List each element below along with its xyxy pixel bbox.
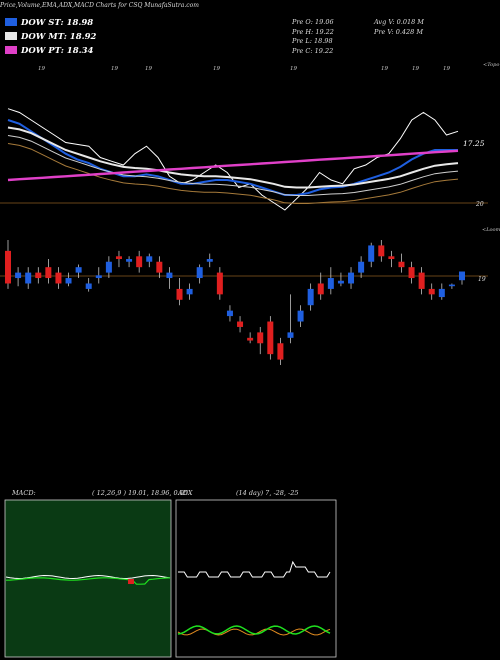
candle-body	[368, 245, 375, 262]
legend-dow-mt: DOW MT: 18.92	[5, 32, 96, 42]
candle-body	[398, 261, 405, 268]
candle-body	[65, 278, 72, 284]
candle-body	[95, 275, 102, 279]
candle-body	[226, 310, 233, 317]
top-tick-label: 19	[38, 66, 45, 72]
candle-body	[257, 332, 264, 344]
adx-panel	[175, 499, 337, 658]
adx-label: ADX	[178, 489, 193, 497]
candle-body	[186, 288, 193, 295]
top-tick-label: 19	[443, 66, 450, 72]
band-line-2	[7, 143, 459, 204]
legend-swatch-pt	[5, 46, 17, 54]
candle-body	[327, 278, 334, 289]
candle-body	[348, 272, 355, 284]
macd-params: ( 12,26,9 ) 19.01, 18.96, 0.05	[92, 489, 189, 497]
top-tick-label: 19	[145, 66, 152, 72]
series-line-ema-long	[7, 149, 459, 182]
stat-pre-open: Pre O: 19.06	[292, 18, 334, 26]
candle-body	[115, 256, 122, 260]
candle-body	[267, 321, 274, 355]
stat-avg-volume: Avg V: 0.018 M	[374, 18, 424, 26]
band-line-1	[7, 135, 459, 196]
candle-body	[438, 288, 445, 298]
top-tick-label: 19	[290, 66, 297, 72]
candle-body	[45, 267, 52, 279]
candle-body	[237, 321, 244, 327]
candle-body	[75, 267, 82, 273]
top-tick-label: 19	[381, 66, 388, 72]
series-line-ema-short	[7, 119, 458, 196]
candle-body	[216, 272, 223, 295]
chart-title: Price,Volume,EMA,ADX,MACD Charts for CSQ…	[0, 2, 199, 9]
legend-dow-pt: DOW PT: 18.34	[5, 46, 93, 56]
candle-body	[388, 256, 395, 260]
candle-body	[166, 272, 173, 279]
top-tick-label: 19	[213, 66, 220, 72]
candle-body	[428, 288, 435, 295]
macd-signal-line	[5, 577, 171, 585]
candle-body	[156, 261, 163, 273]
candle-body	[105, 261, 112, 273]
adx-line	[178, 560, 331, 578]
candle-body	[206, 259, 213, 262]
candle-body	[35, 272, 42, 279]
candle-body	[459, 271, 465, 281]
legend-swatch-mt	[5, 32, 17, 40]
candle-body	[15, 272, 22, 279]
stats-prev: Pre O: 19.06 Pre H: 19.22 Pre L: 18.98 P…	[292, 18, 334, 56]
candle-body	[85, 283, 92, 289]
legend-dow-st: DOW ST: 18.98	[5, 18, 93, 28]
top-tick-label: 19	[111, 66, 118, 72]
macd-hist-bar	[128, 579, 134, 584]
macd-line	[5, 574, 171, 580]
candle-body	[25, 272, 32, 284]
stat-pre-low: Pre L: 18.98	[292, 37, 333, 45]
candle-body	[408, 267, 415, 279]
axis-label-19: 19	[478, 276, 486, 283]
macd-label: MACD:	[12, 489, 36, 497]
candle-body	[287, 332, 294, 338]
candle-body	[196, 267, 203, 279]
top-tick-label: 19	[412, 66, 419, 72]
label-topo: <Topo	[483, 62, 499, 68]
axis-label-17-25: 17.25	[463, 139, 485, 148]
stats-volume: Avg V: 0.018 M Pre V: 0.428 M	[374, 18, 424, 37]
candle-body	[337, 280, 344, 284]
candle-body	[5, 250, 11, 284]
candle-body	[317, 283, 324, 295]
candle-body	[307, 288, 314, 306]
legend-mt-label: DOW MT: 18.92	[21, 32, 97, 42]
legend-pt-label: DOW PT: 18.34	[21, 46, 94, 56]
candle-body	[136, 256, 143, 268]
candle-body	[55, 272, 62, 284]
candle-body	[448, 284, 455, 287]
stat-pre-volume: Pre V: 0.428 M	[374, 27, 424, 36]
axis-label-20: 20	[475, 201, 484, 208]
candle-body	[358, 261, 365, 273]
label-loom: <Loom	[482, 227, 500, 233]
legend-swatch-st	[5, 18, 17, 26]
candle-body	[378, 245, 385, 257]
stat-pre-high: Pre H: 19.22	[292, 27, 334, 36]
candle-body	[297, 310, 304, 322]
candle-body	[146, 256, 153, 262]
series-line-ema-medium	[7, 126, 459, 189]
candle-body	[418, 272, 425, 289]
candle-body	[176, 288, 183, 300]
candle-body	[247, 337, 254, 341]
adx-plus-di-line	[177, 625, 331, 635]
legend-st-label: DOW ST: 18.98	[21, 18, 94, 28]
adx-params: (14 day) 7, -28, -25	[236, 489, 299, 497]
candle-body	[126, 259, 133, 262]
stat-pre-close: Pre C: 19.22	[292, 46, 334, 55]
candle-body	[277, 343, 284, 360]
